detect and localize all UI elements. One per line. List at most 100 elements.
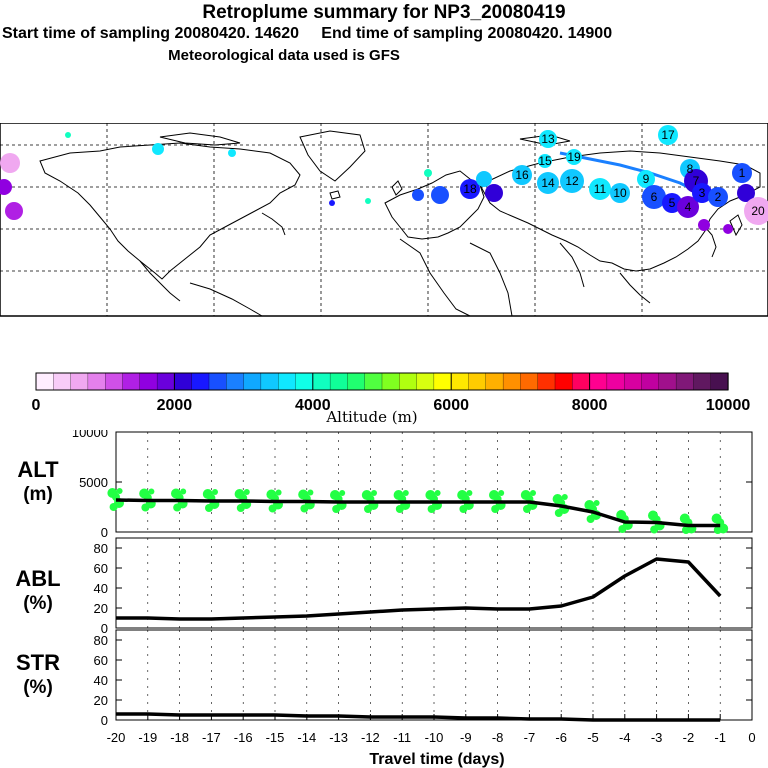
colorbar-cell	[191, 372, 210, 391]
colorbar-cell	[243, 372, 262, 391]
plume-blob	[723, 224, 733, 234]
plume-label: 14	[541, 176, 555, 190]
y-tick-label: 5000	[79, 475, 108, 490]
altitude-sample-dot	[332, 505, 341, 513]
plume-blob	[662, 193, 682, 213]
colorbar-cell	[312, 372, 331, 391]
colorbar-cell	[502, 372, 522, 391]
colorbar-cell	[174, 372, 193, 391]
y-tick-label: 60	[94, 561, 108, 576]
colorbar-tick-label: 8000	[572, 397, 608, 414]
plume-blob	[5, 202, 23, 220]
plume-markers	[0, 125, 768, 234]
colorbar-cell	[658, 372, 677, 391]
panel-frame	[115, 629, 753, 721]
plume-blob	[537, 172, 559, 194]
colorbar-cell	[53, 372, 72, 391]
altitude-sample-dot	[109, 503, 118, 511]
altitude-sample-dot	[236, 504, 245, 512]
altitude-sample-dot	[243, 489, 250, 495]
plume-label: 6	[651, 190, 658, 204]
colorbar-cell	[381, 372, 400, 391]
altitude-sample-dot	[307, 489, 314, 496]
map-frame	[0, 123, 768, 317]
plume-label: 5	[669, 196, 676, 210]
altitude-sample-dot	[212, 489, 218, 495]
x-tick-label: -10	[425, 730, 444, 745]
altitude-sample-dot	[427, 505, 436, 513]
plume-blob	[512, 165, 532, 185]
x-tick-label: -2	[683, 730, 695, 745]
altitude-colorbar: 0 2000 4000 6000 8000 10000 Altitude (m)	[32, 372, 750, 426]
altitude-sample-dot	[268, 504, 277, 513]
plume-label: 15	[538, 154, 552, 168]
plume-label: 16	[515, 168, 529, 182]
x-tick-label: -8	[492, 730, 504, 745]
altitude-sample-dot	[141, 503, 150, 512]
x-tick-label: -19	[138, 730, 157, 745]
colorbar-cell	[520, 372, 539, 391]
y-tick-label: 80	[94, 633, 108, 648]
plume-blob	[637, 170, 655, 188]
colorbar-cell	[606, 372, 625, 391]
x-tick-label: -5	[587, 730, 599, 745]
abl-unit-label: (%)	[23, 593, 53, 614]
plume-blob	[0, 179, 12, 195]
altitude-sample-dot	[523, 505, 531, 513]
altitude-sample-dot	[402, 490, 409, 496]
plume-blob	[610, 183, 630, 203]
panel-frame	[115, 537, 753, 629]
x-axis-label: Travel time (days)	[369, 751, 504, 768]
plume-blob	[744, 197, 768, 225]
x-tick-label: -11	[393, 730, 411, 745]
x-tick-label: -6	[555, 730, 567, 745]
colorbar-cell	[710, 372, 729, 391]
y-tick-label: 40	[94, 581, 108, 596]
plume-blob	[460, 179, 480, 199]
plume-label: 2	[715, 190, 722, 204]
colorbar-cell	[624, 372, 643, 391]
colorbar-cell	[641, 372, 660, 391]
plume-blob	[538, 154, 552, 168]
altitude-sample-dot	[180, 488, 187, 495]
colorbar-cell	[451, 372, 470, 391]
colorbar-cell	[139, 372, 158, 391]
series-line	[115, 498, 721, 528]
colorbar-cell	[329, 372, 349, 391]
met-data-label: Meteorological data used is GFS	[168, 47, 400, 64]
series-line	[116, 712, 721, 722]
plume-blob	[560, 169, 584, 193]
plume-blob	[152, 143, 164, 155]
colorbar-cells	[35, 372, 729, 391]
altitude-sample-dot	[530, 490, 536, 496]
plume-label: 20	[751, 204, 765, 218]
time-series-panels: ALT (m) ABL (%) STR (%) 0 5000 10000 0 20 40…	[15, 430, 756, 768]
plume-label: 18	[463, 182, 477, 196]
alt-unit-label: (m)	[23, 484, 53, 505]
plume-blob	[698, 219, 710, 231]
altitude-sample-dot	[466, 490, 473, 496]
x-tick-label: -20	[107, 730, 126, 745]
colorbar-cell	[675, 372, 695, 391]
colorbar-tick-label: 2000	[157, 397, 193, 414]
altitude-sample-dot	[339, 490, 346, 496]
colorbar-cell	[433, 372, 452, 391]
colorbar-tick-label: 0	[32, 397, 41, 414]
plume-blob	[677, 196, 699, 218]
x-axis: -20 -19 -18 -17 -16 -15 -14 -13 -12 -11 -10 -9 -8 -7-…	[107, 714, 756, 745]
plume-blob	[476, 171, 492, 187]
x-tick-label: -18	[170, 730, 189, 745]
alt-panel: 0 5000 10000	[72, 430, 753, 540]
plume-blob	[539, 130, 557, 148]
colorbar-cell	[416, 372, 435, 391]
colorbar-cell	[364, 372, 383, 391]
x-tick-label: -15	[266, 730, 285, 745]
y-tick-label: 60	[94, 653, 108, 668]
plume-label: 7	[693, 174, 700, 188]
plume-blob	[228, 149, 236, 157]
colorbar-cell	[156, 372, 176, 391]
x-tick-label: -12	[361, 730, 380, 745]
colorbar-cell	[87, 372, 106, 391]
y-tick-label: 20	[94, 693, 108, 708]
plume-blob	[0, 153, 20, 173]
